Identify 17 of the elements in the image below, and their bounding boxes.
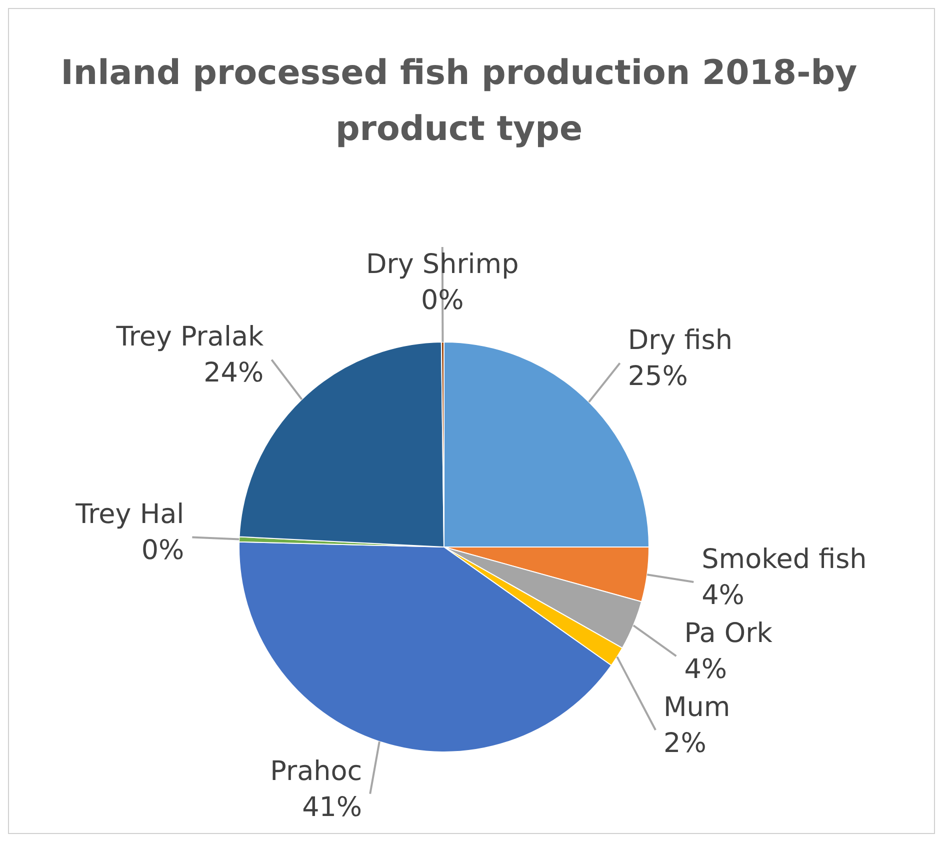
- slice-label: Dry Shrimp: [366, 249, 519, 280]
- slice-label: Trey Pralak: [115, 322, 264, 353]
- slice-label: Pa Ork: [684, 618, 773, 650]
- slice-label: Prahoc: [270, 756, 362, 787]
- data-label: 4%: [702, 580, 744, 612]
- data-label: 0%: [420, 285, 464, 316]
- slice-label: Smoked fish: [702, 544, 867, 576]
- slice-label: Mum: [664, 692, 730, 724]
- data-label: 0%: [141, 535, 184, 566]
- data-label: 4%: [684, 654, 728, 686]
- data-label: 41%: [302, 792, 362, 823]
- data-label: 2%: [664, 728, 706, 760]
- slice-label: Dry fish: [628, 325, 732, 356]
- chart-title: Inland processed fish production 2018-by product type: [60, 52, 858, 151]
- slice-label: Trey Hal: [74, 499, 184, 530]
- data-label: 24%: [204, 358, 264, 389]
- data-label: 25%: [628, 361, 688, 392]
